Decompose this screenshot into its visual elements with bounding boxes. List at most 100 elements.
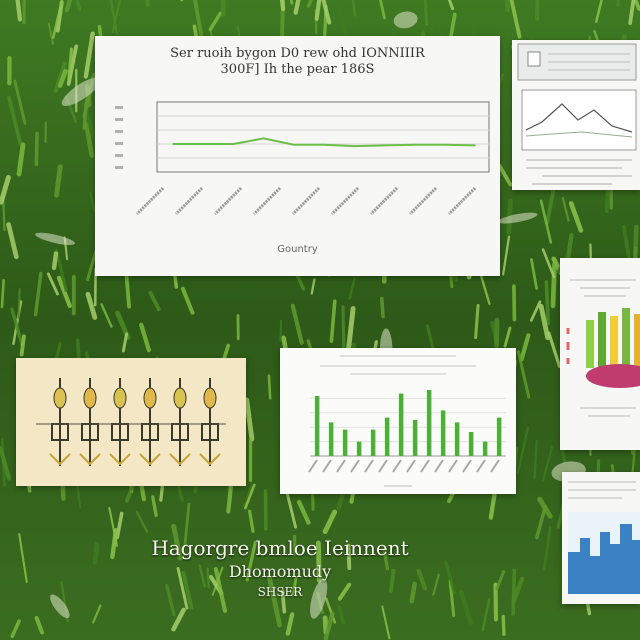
grass-blade [84,121,95,158]
grass-blade [337,604,346,625]
grass-blade [34,616,45,635]
grass-blade [495,570,506,590]
grass-blade [539,199,553,244]
grass-blade [378,0,386,20]
grass-blade [547,331,562,368]
grass-blade [10,307,24,346]
grass-blade [100,303,113,328]
grass-blade [289,0,294,5]
grass-blade [306,0,313,8]
grass-blade [244,397,255,442]
main-chart-xtick-mark [135,186,165,216]
bottom-right-chart-card [562,472,640,604]
grass-blade [17,287,21,320]
grass-blade [109,0,119,35]
grass-blade [92,604,102,624]
grass-blade [15,0,23,22]
leaf-highlight [50,594,70,619]
grass-blade [248,509,255,533]
grass-blade [447,0,455,11]
bar-chart-bar [342,429,348,456]
grass-blade [47,22,55,45]
grass-blade [291,576,298,595]
grass-blade [322,509,338,535]
grass-blade [53,61,68,93]
bar-chart-xtick-mark [392,459,402,473]
grass-blade [409,581,417,604]
grass-blade [595,0,603,23]
top-right-line-chart [517,43,637,185]
main-line-chart [115,101,490,216]
bottom-bar-chart [308,355,506,487]
main-chart-ytick-mark [115,166,123,169]
bar-chart-bar [328,422,334,456]
grass-blade [425,324,435,350]
bar-chart-xtick-mark [322,459,332,473]
bar-chart-bar [314,396,320,456]
grass-blade [561,196,570,222]
main-chart-title-line2: 300F] Ih the pear 186S [220,62,375,77]
bar-chart-xtick-mark [406,459,416,473]
bar-chart-xtick-mark [308,459,318,473]
grass-blade [568,201,584,233]
grass-blade [444,560,457,595]
main-chart-ytick-mark [115,130,123,133]
pictogram-bulb [173,387,187,409]
main-chart-xtick-mark [408,186,438,216]
pictogram-arrow [79,453,101,466]
pictogram-arrow [169,453,191,466]
bar-chart-xtick-mark [420,459,430,473]
grass-blade [416,568,428,591]
overlay-caption-line2: Dhomomudy [228,562,332,581]
grass-blade [165,584,176,617]
bar-chart-xtick-mark [350,459,360,473]
grass-blade [46,272,59,296]
main-chart-xtick-mark [174,186,204,216]
grass-blade [16,142,26,177]
grass-blade [458,589,473,625]
grass-blade [33,271,43,317]
grass-blade [530,258,538,290]
grass-blade [148,290,161,312]
bar-chart-xtick-mark [336,459,346,473]
grass-blade [321,0,332,25]
grass-blade [544,280,551,326]
grass-blade [206,567,211,589]
bar-chart-bar [412,420,418,456]
grass-blade [171,607,186,632]
grass-blade [108,506,119,547]
grass-blade [501,614,506,637]
grass-blade [382,545,390,571]
grass-blade [538,303,551,341]
bar-chart-xtick-mark [434,459,444,473]
grass-blade [341,305,346,353]
grass-blade [279,0,286,12]
grass-blade [324,597,337,624]
main-chart-xtick-mark [447,186,477,216]
grass-blade [7,95,22,145]
bar-chart-bar [356,441,362,456]
grass-blade [198,564,206,588]
pictogram-bulb [203,387,217,409]
grass-blade [51,251,59,271]
grass-blade [267,374,272,400]
main-chart-card: Ser ruoih bygon D0 rew ohd IONNIIIR 300F… [95,36,500,276]
bar-chart-bar [496,417,502,456]
grass-blade [115,511,124,540]
main-chart-xtick-mark [291,186,321,216]
pictogram-bulb [83,387,97,409]
grass-blade [529,300,542,322]
grass-blade [293,0,301,15]
grass-blade [0,174,11,205]
grass-blade [296,499,311,525]
main-chart-ytick-mark [115,118,123,121]
grass-blade [323,611,335,640]
grass-blade [82,98,89,130]
main-chart-title: Ser ruoih bygon D0 rew ohd IONNIIIR 300F… [95,46,500,78]
leaf-highlight [35,232,75,245]
grass-blade [180,286,195,315]
grass-blade [516,350,531,399]
pictogram-bulb [113,387,127,409]
leaf-highlight [310,578,328,619]
grass-blade [193,0,204,40]
